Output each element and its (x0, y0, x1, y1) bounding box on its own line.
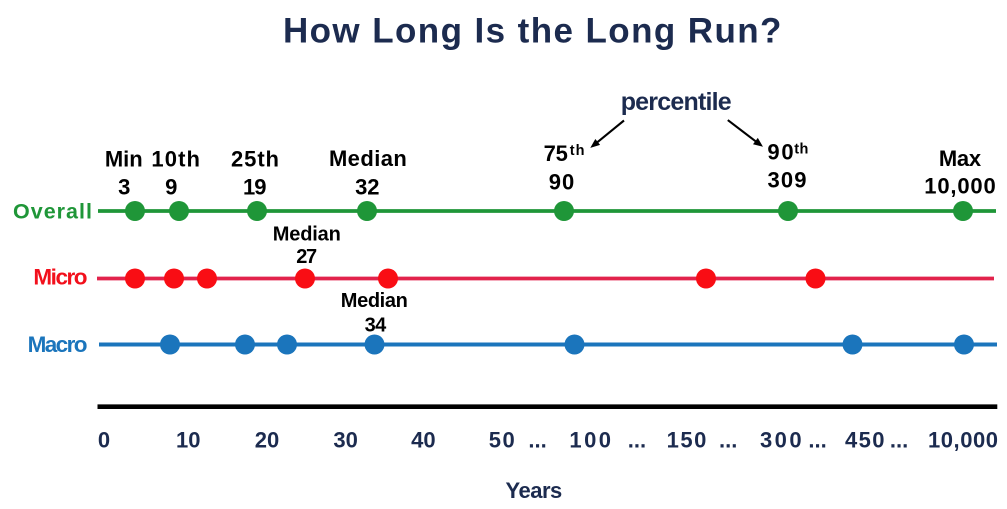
svg-text:Median: Median (341, 290, 408, 312)
svg-text:percentile: percentile (621, 88, 732, 116)
svg-text:75: 75 (544, 141, 568, 166)
svg-text:10th: 10th (151, 147, 200, 172)
svg-text:90: 90 (549, 170, 575, 195)
svg-text:34: 34 (365, 315, 387, 337)
svg-text:3: 3 (118, 175, 130, 200)
svg-text:40: 40 (411, 428, 436, 453)
svg-text:...: ... (890, 428, 908, 453)
svg-text:...: ... (808, 428, 826, 453)
svg-text:309: 309 (768, 167, 807, 192)
svg-text:Median: Median (329, 146, 407, 171)
svg-text:100: 100 (569, 428, 611, 453)
svg-text:...: ... (719, 428, 737, 453)
svg-text:Micro: Micro (33, 264, 87, 289)
svg-text:9: 9 (165, 175, 177, 200)
svg-text:Overall: Overall (13, 199, 92, 223)
svg-text:32: 32 (355, 174, 379, 199)
svg-text:Median: Median (273, 224, 341, 246)
svg-text:...: ... (628, 428, 646, 453)
svg-text:Max: Max (939, 146, 982, 171)
svg-text:20: 20 (255, 428, 280, 453)
svg-text:10,000: 10,000 (924, 174, 996, 199)
svg-text:Years: Years (506, 478, 563, 503)
svg-text:th: th (570, 143, 585, 159)
svg-text:25th: 25th (231, 147, 279, 172)
svg-text:th: th (794, 142, 808, 158)
svg-text:50: 50 (489, 428, 515, 453)
svg-text:Min: Min (105, 147, 143, 172)
svg-text:90: 90 (767, 139, 793, 164)
svg-text:30: 30 (333, 428, 358, 453)
svg-text:10,000: 10,000 (928, 428, 998, 453)
svg-text:...: ... (528, 428, 546, 453)
svg-text:450: 450 (845, 428, 885, 453)
svg-text:27: 27 (296, 246, 317, 268)
svg-text:19: 19 (243, 175, 266, 200)
svg-text:300: 300 (760, 428, 802, 453)
svg-text:10: 10 (176, 428, 201, 453)
svg-text:Macro: Macro (28, 332, 88, 357)
svg-text:0: 0 (98, 428, 110, 453)
svg-text:How Long Is the Long Run?: How Long Is the Long Run? (283, 12, 782, 51)
svg-text:150: 150 (667, 428, 707, 453)
